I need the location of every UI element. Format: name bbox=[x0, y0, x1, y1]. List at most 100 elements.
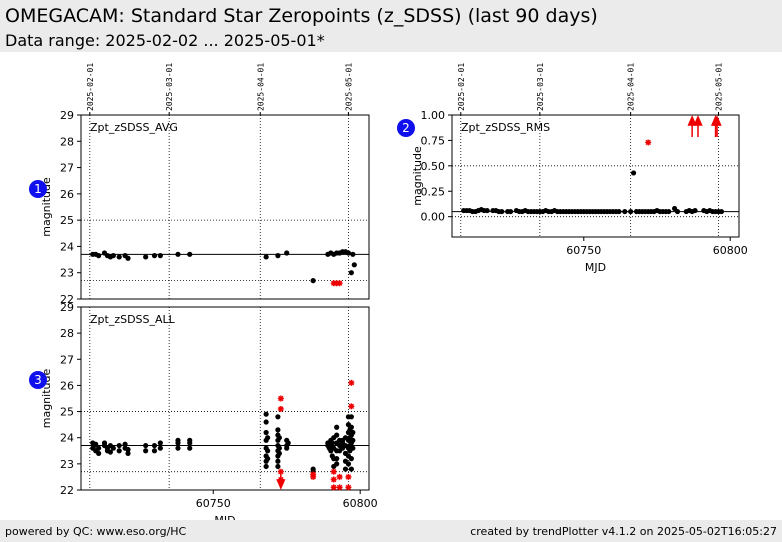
outlier-point bbox=[330, 484, 337, 491]
data-point bbox=[284, 445, 290, 451]
data-point bbox=[143, 442, 149, 449]
date-tick-label: 2025-03-01 bbox=[165, 63, 174, 111]
outlier-point bbox=[345, 484, 352, 491]
badge-number: 1 bbox=[34, 182, 42, 196]
y-tick-label: 22 bbox=[60, 484, 74, 497]
data-point bbox=[348, 424, 354, 430]
data-point bbox=[116, 254, 122, 260]
data-point bbox=[125, 255, 131, 261]
data-point bbox=[348, 270, 354, 276]
off-scale-arrow-up bbox=[687, 115, 697, 137]
data-point bbox=[348, 466, 354, 472]
data-point bbox=[263, 463, 269, 470]
badge-circle bbox=[397, 119, 415, 137]
data-range-subtitle: Data range: 2025-02-02 ... 2025-05-01* bbox=[5, 31, 325, 50]
plot-frame bbox=[451, 114, 740, 238]
badge-number: 2 bbox=[402, 121, 410, 135]
badge-circle bbox=[29, 180, 47, 198]
data-point bbox=[275, 463, 281, 470]
data-point bbox=[345, 461, 352, 467]
data-point bbox=[329, 440, 335, 446]
plot-zpt-all: 22232425262728296075060800MJDmagnitudeZp… bbox=[29, 301, 378, 527]
data-point bbox=[96, 253, 102, 259]
outlier-point bbox=[345, 473, 352, 480]
data-point bbox=[263, 254, 269, 260]
outlier-point bbox=[336, 473, 343, 480]
date-tick-label: 2025-04-01 bbox=[256, 63, 265, 111]
data-point bbox=[175, 445, 181, 451]
data-point bbox=[125, 450, 131, 456]
data-point bbox=[265, 448, 271, 454]
data-point bbox=[175, 437, 181, 443]
data-point bbox=[628, 208, 634, 215]
data-point bbox=[187, 445, 193, 451]
data-point bbox=[96, 450, 102, 456]
y-tick-label: 22 bbox=[60, 293, 74, 306]
y-tick-label: 27 bbox=[60, 162, 74, 175]
data-point bbox=[122, 441, 128, 447]
off-scale-arrow-up bbox=[693, 115, 703, 137]
data-point bbox=[263, 419, 269, 425]
panel-number-badge: 1 bbox=[29, 180, 47, 198]
outlier-point bbox=[348, 379, 355, 386]
data-point bbox=[157, 253, 163, 259]
data-point bbox=[350, 445, 356, 451]
header-band: OMEGACAM: Standard Star Zeropoints (z_SD… bbox=[0, 0, 782, 52]
data-point bbox=[275, 414, 281, 420]
plot-frame bbox=[80, 114, 370, 300]
data-point bbox=[125, 446, 131, 453]
data-point bbox=[157, 445, 163, 451]
data-point bbox=[630, 170, 637, 176]
data-point bbox=[348, 414, 354, 420]
plot-zpt-rms: 0.00 0.25 0.50 0.75 1.00 60750 60800 2025-02-01… bbox=[397, 63, 748, 274]
y-tick-label: 24 bbox=[60, 432, 74, 445]
data-point bbox=[507, 208, 514, 215]
data-point bbox=[350, 429, 356, 436]
date-tick-label: 2025-02-01 bbox=[86, 63, 95, 111]
badge-circle bbox=[29, 371, 47, 389]
footer-band: powered by QC: www.eso.org/HC created by… bbox=[0, 520, 782, 542]
x-tick-label: 60750 bbox=[566, 244, 601, 257]
badge-number: 3 bbox=[34, 373, 42, 387]
y-tick-label: 24 bbox=[60, 240, 74, 253]
y-tick-label: 25 bbox=[60, 406, 74, 419]
data-point bbox=[110, 445, 116, 451]
panel-number-badge: 3 bbox=[29, 371, 47, 389]
data-point bbox=[265, 435, 271, 441]
date-tick-label: 2025-05-01 bbox=[715, 63, 724, 111]
data-point bbox=[692, 207, 698, 214]
x-tick-label: 60800 bbox=[713, 244, 748, 257]
plot-zpt-avg: 22 23 24 25 26 27 28 29 2025-02-01 2025-03-01 2025… bbox=[29, 63, 370, 306]
y-axis-label: magnitude bbox=[411, 146, 424, 206]
plot-frame bbox=[80, 306, 370, 491]
data-point bbox=[275, 253, 281, 259]
date-tick-label: 2025-05-01 bbox=[344, 63, 353, 111]
series-label: Zpt_zSDSS_AVG bbox=[90, 121, 178, 134]
y-tick-label: 0.75 bbox=[421, 134, 446, 147]
y-tick-label: 23 bbox=[60, 458, 74, 471]
panel-number-badge: 2 bbox=[397, 119, 415, 137]
off-scale-arrow-up bbox=[712, 115, 722, 137]
outlier-point bbox=[277, 405, 284, 412]
y-tick-label: 27 bbox=[60, 353, 74, 366]
data-point bbox=[116, 448, 122, 454]
data-point bbox=[345, 250, 352, 256]
y-tick-label: 0.00 bbox=[421, 211, 446, 224]
y-tick-label: 26 bbox=[60, 379, 74, 392]
data-point bbox=[116, 442, 122, 449]
data-point bbox=[263, 429, 269, 436]
data-point bbox=[622, 208, 628, 215]
outlier-point bbox=[330, 468, 337, 475]
data-point bbox=[187, 251, 193, 257]
date-tick-label: 2025-03-01 bbox=[536, 63, 545, 111]
outlier-point bbox=[348, 403, 355, 410]
series-label: Zpt_zSDSS_ALL bbox=[90, 313, 176, 326]
footer-credit: powered by QC: www.eso.org/HC bbox=[5, 525, 187, 538]
data-point bbox=[157, 440, 163, 446]
outlier-point bbox=[277, 395, 284, 402]
data-point bbox=[263, 411, 269, 417]
data-point bbox=[93, 441, 99, 447]
page-title: OMEGACAM: Standard Star Zeropoints (z_SD… bbox=[5, 5, 598, 27]
y-tick-label: 29 bbox=[60, 109, 74, 122]
